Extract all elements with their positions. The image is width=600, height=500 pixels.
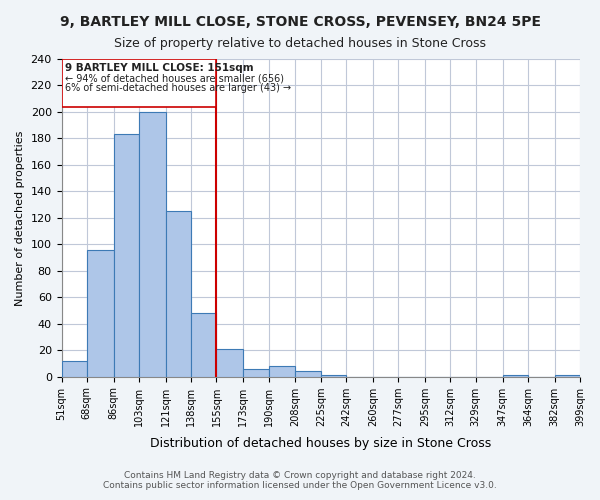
Bar: [113, 134, 139, 376]
Text: Size of property relative to detached houses in Stone Cross: Size of property relative to detached ho…: [114, 38, 486, 51]
Text: 9 BARTLEY MILL CLOSE: 151sqm: 9 BARTLEY MILL CLOSE: 151sqm: [65, 63, 253, 73]
Y-axis label: Number of detached properties: Number of detached properties: [15, 130, 25, 306]
X-axis label: Distribution of detached houses by size in Stone Cross: Distribution of detached houses by size …: [150, 437, 491, 450]
Bar: [62, 59, 217, 106]
Bar: [295, 372, 321, 376]
Bar: [62, 361, 87, 376]
Text: ← 94% of detached houses are smaller (656): ← 94% of detached houses are smaller (65…: [65, 74, 284, 84]
Text: 9, BARTLEY MILL CLOSE, STONE CROSS, PEVENSEY, BN24 5PE: 9, BARTLEY MILL CLOSE, STONE CROSS, PEVE…: [59, 15, 541, 29]
Text: 6% of semi-detached houses are larger (43) →: 6% of semi-detached houses are larger (4…: [65, 83, 290, 93]
Bar: [191, 313, 217, 376]
Text: Contains HM Land Registry data © Crown copyright and database right 2024.
Contai: Contains HM Land Registry data © Crown c…: [103, 470, 497, 490]
Bar: [269, 366, 295, 376]
Bar: [217, 349, 243, 376]
Bar: [139, 112, 166, 376]
Bar: [166, 211, 191, 376]
Bar: [243, 368, 269, 376]
Bar: [87, 250, 113, 376]
